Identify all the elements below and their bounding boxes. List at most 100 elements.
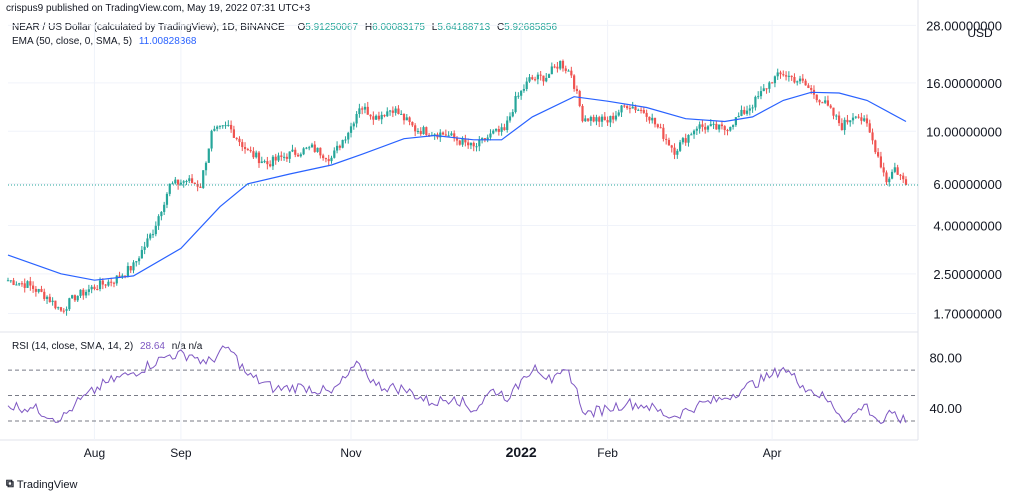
candle-body bbox=[358, 108, 361, 114]
candle-body bbox=[553, 66, 556, 68]
candle-body bbox=[726, 130, 729, 132]
candle-body bbox=[9, 280, 12, 282]
candle-body bbox=[204, 162, 208, 171]
candle-body bbox=[302, 148, 305, 155]
candle-body bbox=[801, 78, 804, 81]
candle-body bbox=[386, 111, 389, 117]
candle-body bbox=[140, 249, 143, 259]
candle-body bbox=[408, 117, 411, 122]
candle-body bbox=[296, 154, 300, 157]
candle-body bbox=[23, 283, 26, 288]
candle-body bbox=[478, 139, 481, 147]
candle-body bbox=[45, 296, 49, 299]
candle-body bbox=[472, 142, 475, 147]
candle-body bbox=[642, 110, 645, 113]
candle-body bbox=[890, 171, 894, 179]
candle-body bbox=[628, 108, 632, 110]
candle-body bbox=[322, 155, 325, 159]
candle-body bbox=[246, 149, 249, 151]
candle-body bbox=[486, 137, 489, 141]
candle-body bbox=[179, 182, 183, 185]
candle-body bbox=[29, 281, 32, 286]
candle-body bbox=[154, 225, 157, 235]
candle-body bbox=[681, 138, 684, 143]
candle-body bbox=[185, 180, 188, 182]
candle-body bbox=[547, 74, 551, 78]
candle-body bbox=[706, 126, 710, 130]
candle-body bbox=[98, 280, 102, 290]
candle-body bbox=[612, 115, 615, 120]
candle-body bbox=[447, 135, 450, 137]
candle-body bbox=[20, 283, 24, 285]
candle-body bbox=[514, 96, 517, 113]
candle-body bbox=[648, 116, 651, 121]
candle-body bbox=[444, 134, 447, 136]
candle-body bbox=[230, 124, 233, 130]
candle-body bbox=[160, 211, 163, 217]
candle-body bbox=[745, 110, 749, 114]
candle-body bbox=[670, 145, 673, 148]
tradingview-logo: ⧉ TradingView bbox=[6, 478, 77, 491]
candle-body bbox=[269, 164, 272, 167]
candle-body bbox=[620, 105, 623, 113]
candle-body bbox=[868, 123, 871, 133]
candle-body bbox=[503, 127, 506, 131]
candle-body bbox=[480, 138, 484, 140]
candle-body bbox=[193, 182, 196, 185]
candle-body bbox=[129, 266, 132, 271]
candle-body bbox=[271, 156, 275, 167]
candle-body bbox=[782, 74, 785, 76]
candle-body bbox=[584, 118, 587, 122]
candle-body bbox=[428, 134, 431, 136]
candle-body bbox=[54, 300, 57, 309]
rsi-tick-label: 40.00 bbox=[929, 401, 962, 416]
candle-body bbox=[216, 126, 219, 129]
candle-body bbox=[508, 116, 512, 121]
candle-body bbox=[751, 107, 754, 109]
candle-body bbox=[603, 116, 606, 121]
candle-body bbox=[308, 147, 311, 149]
candle-body bbox=[804, 80, 807, 86]
candle-body bbox=[366, 106, 369, 115]
candle-body bbox=[31, 285, 35, 289]
candle-body bbox=[338, 145, 341, 148]
candle-body bbox=[84, 291, 88, 296]
y-tick-label: 4.00000000 bbox=[933, 218, 1002, 233]
candle-body bbox=[695, 128, 698, 131]
candle-body bbox=[213, 128, 216, 131]
candle-body bbox=[500, 127, 503, 132]
candle-body bbox=[71, 295, 74, 299]
candle-body bbox=[143, 246, 146, 250]
candle-body bbox=[425, 127, 428, 135]
candle-body bbox=[843, 119, 846, 131]
candle-body bbox=[280, 155, 283, 157]
candle-body bbox=[104, 284, 107, 286]
candle-body bbox=[48, 296, 51, 302]
ema-legend: EMA (50, close, 0, SMA, 5) 11.00828368 bbox=[12, 36, 196, 47]
candle-body bbox=[34, 288, 37, 292]
candle-body bbox=[436, 134, 439, 138]
candle-body bbox=[676, 150, 679, 155]
x-tick-label: Aug bbox=[84, 446, 105, 460]
ema-label: EMA (50, close, 0, SMA, 5) bbox=[12, 36, 133, 47]
candle-body bbox=[653, 117, 657, 125]
candle-body bbox=[207, 148, 210, 163]
candle-body bbox=[430, 134, 434, 136]
candle-body bbox=[43, 291, 46, 299]
candle-body bbox=[15, 284, 18, 286]
candle-body bbox=[26, 281, 29, 288]
candle-body bbox=[165, 193, 169, 205]
candle-body bbox=[793, 77, 796, 83]
candle-body bbox=[344, 139, 347, 141]
candle-body bbox=[570, 70, 573, 76]
candle-body bbox=[662, 127, 665, 139]
candle-body bbox=[375, 115, 378, 120]
candle-body bbox=[687, 134, 690, 143]
candle-body bbox=[333, 150, 336, 158]
candle-body bbox=[238, 138, 241, 143]
candle-body bbox=[135, 261, 138, 263]
candle-body bbox=[394, 108, 397, 113]
candle-body bbox=[93, 286, 96, 290]
